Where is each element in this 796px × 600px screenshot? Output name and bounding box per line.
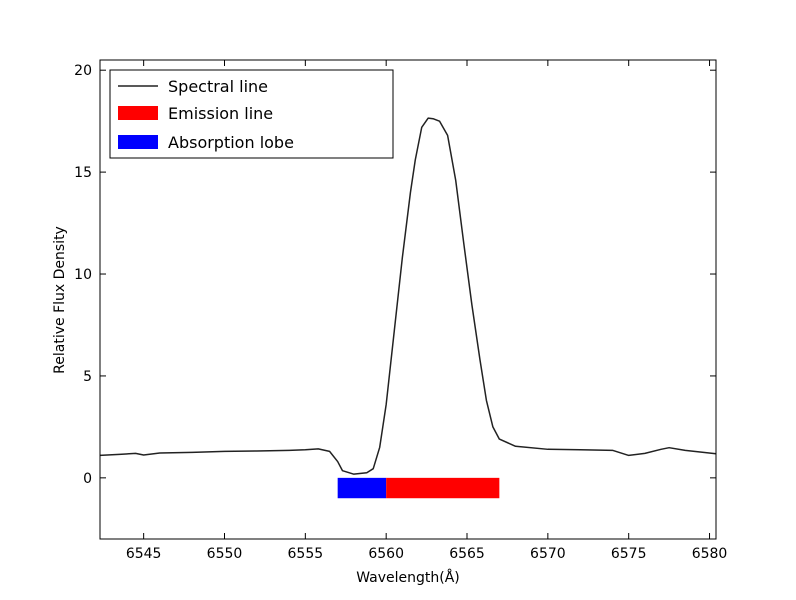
legend-swatch-absorption-lobe [118, 135, 158, 149]
x-axis-label: Wavelength(Å) [356, 569, 460, 586]
y-tick-label: 15 [74, 165, 92, 181]
band-emission-line [386, 477, 500, 499]
band-absorption-lobe [337, 477, 387, 499]
legend: Spectral line Emission line Absorption l… [109, 69, 394, 159]
x-tick-label: 6545 [126, 546, 162, 562]
x-tick-label: 6570 [530, 546, 566, 562]
ticks-layer: 6545 6550 6555 6560 6565 6570 6575 6580 0 5 10 15 20 [74, 60, 727, 562]
y-tick-label: 0 [83, 471, 92, 487]
x-tick-label: 6550 [207, 546, 243, 562]
y-tick-label: 5 [83, 369, 92, 385]
series-line-0 [99, 117, 717, 475]
x-tick-label: 6580 [692, 546, 728, 562]
legend-label-absorption-lobe: Absorption lobe [168, 133, 294, 152]
x-tick-label: 6555 [288, 546, 324, 562]
x-tick-label: 6575 [611, 546, 647, 562]
series-layer [99, 117, 717, 475]
legend-label-spectral-line: Spectral line [168, 77, 268, 96]
x-tick-label: 6560 [368, 546, 404, 562]
y-tick-label: 10 [74, 267, 92, 283]
bands-layer [337, 477, 500, 499]
x-tick-label: 6565 [449, 546, 485, 562]
y-axis-label: Relative Flux Density [52, 226, 68, 374]
plot-frame [99, 59, 717, 540]
y-tick-label: 20 [74, 63, 92, 79]
legend-swatch-emission-line [118, 106, 158, 120]
legend-label-emission-line: Emission line [168, 104, 273, 123]
